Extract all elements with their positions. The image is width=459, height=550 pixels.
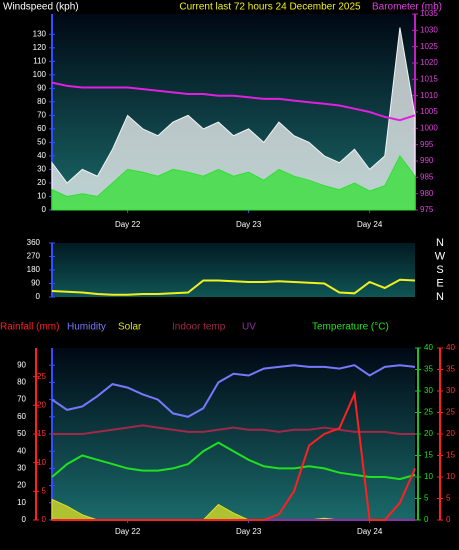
y-tick-label: 20	[424, 429, 433, 438]
y-tick-label: 5	[446, 494, 451, 503]
y-tick-label: 90	[37, 83, 46, 92]
legend-entry: Indoor temp	[172, 322, 226, 333]
y-tick-label: 70	[37, 110, 46, 119]
y-tick-label: 50	[17, 429, 26, 438]
y-tick-label: 40	[446, 343, 455, 352]
y-tick-label: 20	[37, 178, 46, 187]
series-line	[51, 81, 416, 122]
series-line	[52, 390, 416, 521]
y-tick-label: 975	[420, 205, 434, 214]
y-tick-label: 30	[424, 386, 433, 395]
series-line	[52, 424, 415, 435]
y-tick-label: 1030	[420, 25, 438, 34]
y-tick-label: 985	[420, 172, 434, 181]
y-tick-label: 40	[37, 151, 46, 160]
y-tick-label: 1010	[420, 91, 438, 100]
y-tick-label: 180	[27, 265, 41, 274]
y-tick-label: 995	[420, 140, 434, 149]
series-line	[51, 278, 416, 296]
y-tick-label: W	[435, 250, 446, 262]
y-tick-label: 120	[33, 43, 47, 52]
x-tick-label: Day 22	[115, 527, 141, 536]
y-tick-label: 0	[424, 515, 429, 524]
y-tick-label: 30	[446, 386, 455, 395]
y-tick-label: 30	[37, 165, 46, 174]
y-tick-label: 70	[17, 395, 26, 404]
x-tick-label: Day 22	[115, 220, 141, 229]
y-tick-label: 15	[424, 451, 433, 460]
y-tick-label: 35	[446, 365, 455, 374]
y-tick-label: 35	[424, 365, 433, 374]
y-tick-label: 80	[37, 97, 46, 106]
y-tick-label: 1020	[420, 58, 438, 67]
x-tick-label: Day 23	[236, 527, 262, 536]
y-tick-label: 1000	[420, 123, 438, 132]
y-tick-label: N	[436, 291, 444, 303]
y-tick-label: 15	[37, 429, 46, 438]
y-tick-label: 0	[446, 515, 451, 524]
y-tick-label: 90	[17, 360, 26, 369]
x-tick-label: Day 24	[357, 220, 383, 229]
series-area	[51, 27, 416, 211]
x-tick-label: Day 23	[236, 220, 262, 229]
y-tick-label: 0	[22, 515, 27, 524]
y-tick-label: 0	[42, 205, 47, 214]
y-tick-label: 0	[42, 515, 47, 524]
y-tick-label: 20	[17, 481, 26, 490]
y-tick-label: 1015	[420, 74, 438, 83]
y-tick-label: 110	[33, 56, 46, 65]
y-tick-label: 60	[37, 124, 46, 133]
y-tick-label: 130	[33, 29, 47, 38]
plot-area	[52, 348, 415, 520]
y-tick-label: 10	[37, 192, 46, 201]
y-tick-label: 60	[17, 412, 26, 421]
y-tick-label: 10	[446, 472, 455, 481]
y-tick-label: 5	[424, 494, 429, 503]
y-tick-label: 1005	[420, 107, 438, 116]
legend-entry: UV	[242, 322, 256, 333]
y-tick-label: 40	[17, 446, 26, 455]
y-tick-label: S	[436, 264, 443, 276]
y-tick-label: 30	[17, 464, 26, 473]
y-tick-label: 15	[446, 451, 455, 460]
y-tick-label: 50	[37, 138, 46, 147]
y-tick-label: E	[436, 277, 443, 289]
y-tick-label: 20	[37, 400, 46, 409]
y-tick-label: 1025	[420, 42, 438, 51]
header-text: Windspeed (kph)	[3, 2, 79, 13]
y-tick-label: 25	[37, 372, 46, 381]
y-tick-label: 10	[424, 472, 433, 481]
y-tick-label: 5	[42, 486, 47, 495]
y-tick-label: 20	[446, 429, 455, 438]
plot-area	[52, 243, 415, 297]
y-tick-label: 360	[27, 238, 41, 247]
header-text: Current last 72 hours 24 December 2025	[179, 2, 361, 13]
y-tick-label: 980	[420, 189, 434, 198]
legend-entry: Temperature (°C)	[312, 322, 389, 333]
series-area	[51, 154, 416, 211]
y-tick-label: 90	[31, 279, 40, 288]
series-line	[51, 441, 416, 481]
y-tick-label: 270	[27, 252, 41, 261]
y-tick-label: 990	[420, 156, 434, 165]
y-tick-label: 1035	[420, 9, 438, 18]
legend-entry: Rainfall (mm)	[0, 322, 59, 333]
y-tick-label: 10	[37, 458, 46, 467]
y-tick-label: 10	[17, 498, 26, 507]
y-tick-label: 40	[424, 343, 433, 352]
y-tick-label: 25	[446, 408, 455, 417]
y-tick-label: 25	[424, 408, 433, 417]
y-tick-label: N	[436, 237, 444, 249]
y-tick-label: 100	[33, 70, 47, 79]
legend-entry: Humidity	[67, 322, 106, 333]
legend-entry: Solar	[118, 322, 142, 333]
series-line	[51, 364, 416, 418]
header-text: Barometer (mb)	[372, 2, 442, 13]
x-tick-label: Day 24	[357, 527, 383, 536]
y-tick-label: 80	[17, 378, 26, 387]
y-tick-label: 0	[36, 292, 41, 301]
